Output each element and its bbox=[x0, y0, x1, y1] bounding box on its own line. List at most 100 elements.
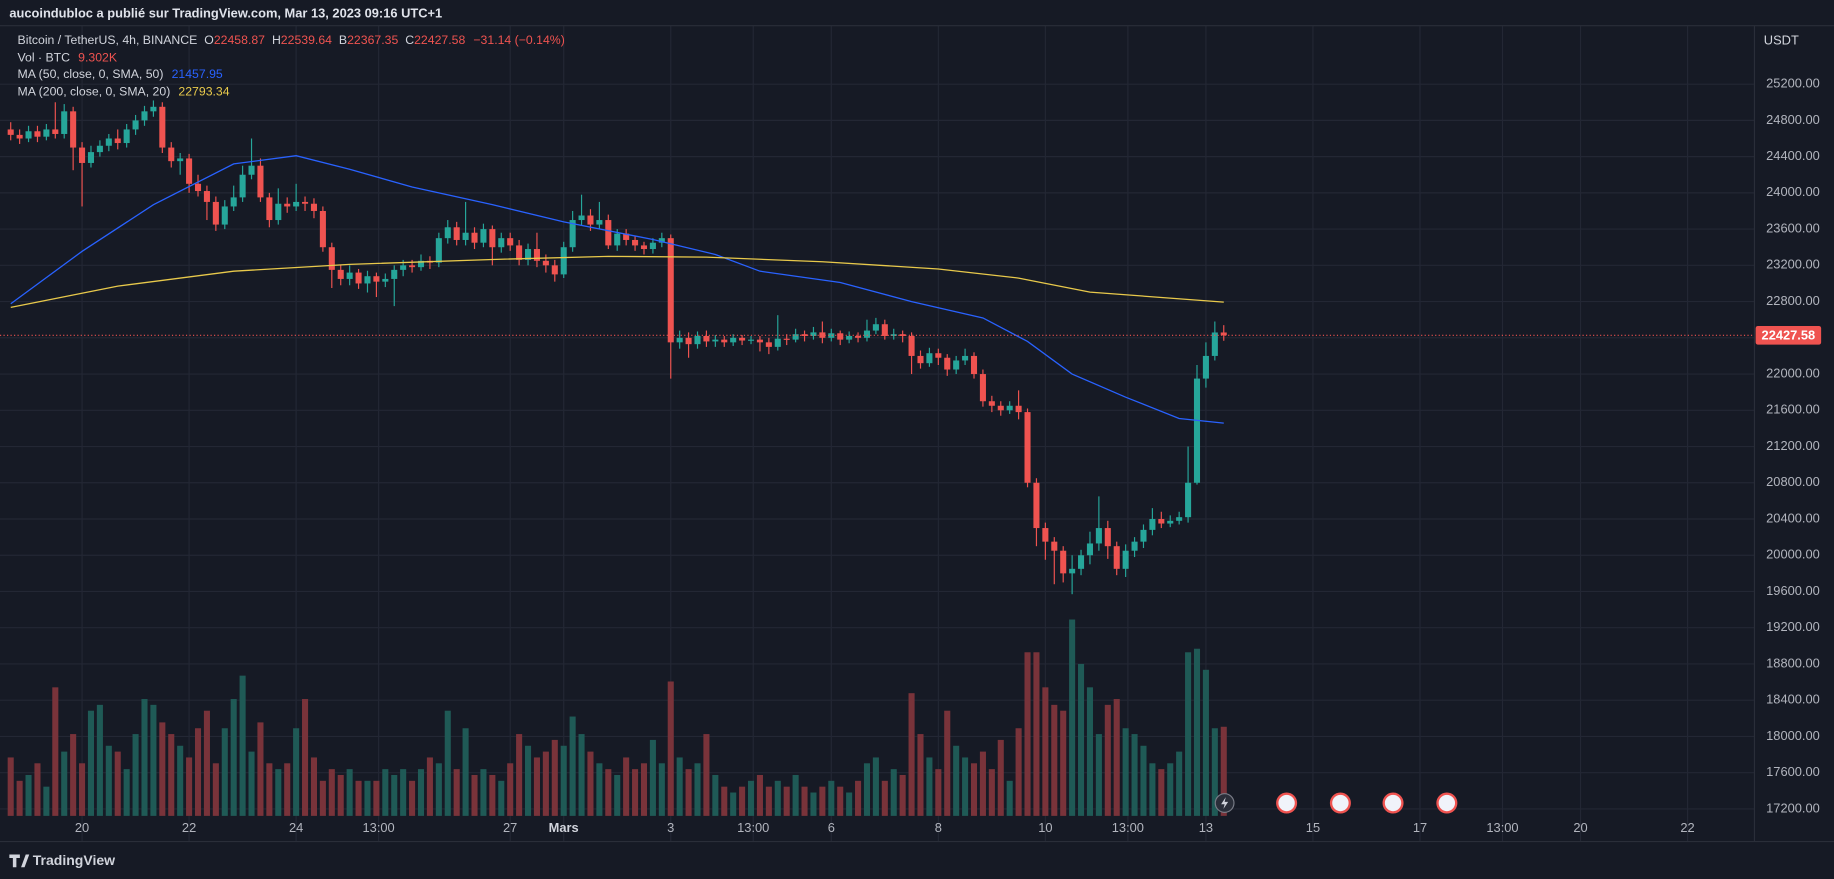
volume-bar bbox=[480, 769, 487, 816]
ohlc-letter: O bbox=[204, 33, 214, 47]
volume-bar bbox=[1149, 763, 1156, 816]
candle-body bbox=[168, 147, 175, 162]
candle-body bbox=[141, 111, 148, 121]
change-value: −31.14 (−0.14%) bbox=[473, 33, 564, 47]
volume-bar bbox=[962, 757, 969, 816]
ohlc-letter: B bbox=[339, 33, 347, 47]
candle-body bbox=[863, 330, 871, 338]
x-tick-label: 24 bbox=[289, 820, 303, 835]
candle-body bbox=[435, 238, 442, 263]
candle-body bbox=[275, 203, 282, 221]
y-tick-label: 25200.00 bbox=[1766, 76, 1820, 91]
candle-body bbox=[632, 239, 639, 246]
candle-body bbox=[1202, 355, 1209, 379]
candle-body bbox=[480, 229, 487, 243]
volume-bar bbox=[525, 745, 532, 816]
x-tick-label: 8 bbox=[935, 820, 942, 835]
volume-bar bbox=[685, 769, 692, 816]
x-tick-label: 27 bbox=[503, 820, 517, 835]
volume-bar bbox=[890, 769, 897, 816]
volume-bar bbox=[1051, 704, 1058, 816]
candle-body bbox=[890, 334, 897, 337]
x-tick-label: 17 bbox=[1413, 820, 1427, 835]
volume-bar bbox=[721, 786, 728, 816]
candle-body bbox=[596, 220, 603, 225]
volume-bar bbox=[203, 710, 210, 816]
event-icon[interactable] bbox=[1329, 792, 1351, 814]
candle-body bbox=[979, 374, 986, 402]
candle-body bbox=[926, 353, 933, 364]
symbol-title: Bitcoin / TetherUS, 4h, BINANCE bbox=[18, 33, 198, 47]
candle-body bbox=[819, 332, 826, 338]
candle-body bbox=[578, 215, 585, 221]
volume-bar bbox=[837, 786, 844, 816]
y-tick-label: 21600.00 bbox=[1766, 402, 1820, 417]
x-tick-label: 13:00 bbox=[737, 820, 769, 835]
volume-bar bbox=[159, 722, 166, 816]
candle-body bbox=[221, 206, 228, 225]
candle-body bbox=[61, 111, 68, 134]
volume-bar bbox=[640, 763, 648, 816]
candle-body bbox=[837, 333, 844, 340]
candle-body bbox=[1211, 332, 1218, 356]
volume-bar bbox=[79, 763, 86, 816]
candle-body bbox=[1140, 529, 1147, 542]
candle-body bbox=[159, 106, 166, 148]
volume-bar bbox=[712, 774, 719, 816]
y-tick-label: 18800.00 bbox=[1766, 655, 1820, 670]
volume-bar bbox=[881, 780, 888, 816]
candle-body bbox=[150, 106, 157, 112]
candle-body bbox=[355, 272, 362, 284]
volume-bar bbox=[150, 704, 157, 816]
ohlc-letter: H bbox=[272, 33, 281, 47]
volume-bar bbox=[863, 763, 871, 816]
event-icon[interactable] bbox=[1276, 792, 1298, 814]
volume-bar bbox=[382, 769, 389, 816]
y-tick-label: 18400.00 bbox=[1766, 692, 1820, 707]
candle-body bbox=[328, 247, 335, 270]
candle-body bbox=[605, 220, 612, 246]
candle-body bbox=[230, 197, 237, 207]
y-tick-label: 23600.00 bbox=[1766, 220, 1820, 235]
volume-bar bbox=[310, 757, 317, 816]
volume-bar bbox=[43, 786, 50, 816]
volume-bar bbox=[855, 780, 862, 816]
volume-bar bbox=[328, 769, 335, 816]
event-icon[interactable] bbox=[1382, 792, 1404, 814]
event-icon[interactable] bbox=[1436, 792, 1458, 814]
x-tick-label: 15 bbox=[1306, 820, 1320, 835]
indicator-value: 22793.34 bbox=[178, 85, 229, 99]
volume-bar bbox=[739, 786, 746, 816]
candle-body bbox=[1086, 543, 1093, 556]
x-tick-label: Mars bbox=[549, 820, 579, 835]
volume-bar bbox=[373, 780, 380, 816]
volume-bar bbox=[52, 687, 59, 816]
x-tick-label: 3 bbox=[667, 820, 674, 835]
volume-bar bbox=[25, 774, 32, 816]
candle-body bbox=[114, 138, 121, 144]
candle-body bbox=[1069, 568, 1076, 574]
candle-body bbox=[382, 278, 389, 282]
volume-bar bbox=[391, 774, 398, 816]
candle-body bbox=[373, 276, 380, 282]
volume-bar bbox=[667, 681, 674, 816]
volume-bar bbox=[132, 734, 139, 816]
candle-body bbox=[284, 203, 291, 207]
volume-bar bbox=[141, 699, 148, 816]
volume-bar bbox=[123, 769, 130, 816]
candle-body bbox=[712, 339, 719, 342]
candle-body bbox=[1042, 528, 1049, 542]
open-value: 22458.87 bbox=[214, 33, 265, 47]
candle-body bbox=[1131, 541, 1138, 551]
volume-bar bbox=[105, 745, 112, 816]
candle-body bbox=[212, 201, 219, 225]
y-tick-label: 17200.00 bbox=[1766, 800, 1820, 815]
candle-body bbox=[533, 249, 540, 261]
candle-body bbox=[855, 336, 862, 338]
volume-bar bbox=[819, 786, 826, 816]
volume-bar bbox=[1131, 734, 1138, 816]
volume-bar bbox=[426, 757, 433, 816]
candle-body bbox=[319, 210, 326, 248]
